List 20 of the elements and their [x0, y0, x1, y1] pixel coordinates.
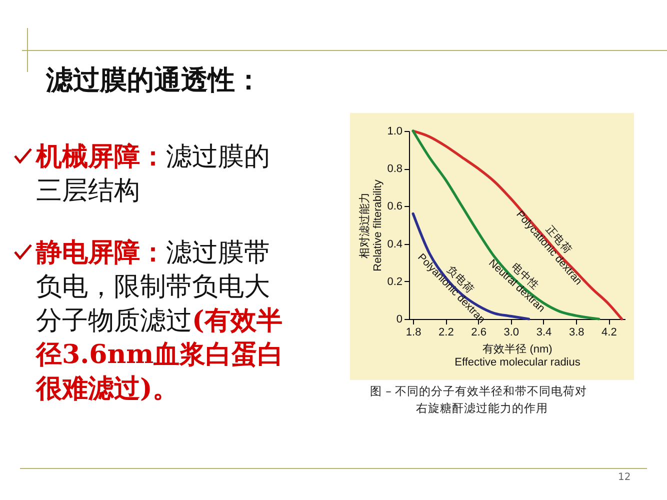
y-tick-label: 0.4 [387, 238, 402, 250]
text: 12 [618, 472, 631, 483]
y-axis-title: 相对滤过能力 Relative filterability [358, 179, 384, 272]
x-tick-label: 3.8 [568, 326, 584, 338]
text: 机械屏障：滤过膜的三层结构 [36, 141, 271, 208]
y-tick-label: 0.8 [387, 163, 402, 176]
x-tick-label: 1.8 [406, 326, 422, 338]
text: 静电屏障：滤过膜带负电，限制带负电大分子物质滤过(有效半径3.6nm血浆白蛋白很难滤过)。 [36, 237, 285, 406]
text: 滤过膜的通透性： [46, 64, 262, 98]
text: 图 – 不同的分子有效半径和带不同电荷对右旋糖酐滤过能力的作用 [370, 383, 588, 417]
x-tick-label: 3.0 [504, 326, 520, 338]
y-tick-label: 0.2 [387, 276, 402, 288]
y-tick-label: 0 [396, 314, 402, 326]
y-tick-label: 1.0 [387, 126, 402, 138]
x-tick-label: 3.4 [536, 326, 552, 338]
x-tick-label: 2.6 [471, 326, 486, 338]
x-tick-label: 2.2 [438, 326, 454, 338]
x-tick-label: 4.2 [602, 326, 617, 338]
y-tick-label: 0.6 [387, 200, 402, 213]
x-axis-title: 有效半径 (nm) Effective molecular radius [454, 342, 581, 368]
